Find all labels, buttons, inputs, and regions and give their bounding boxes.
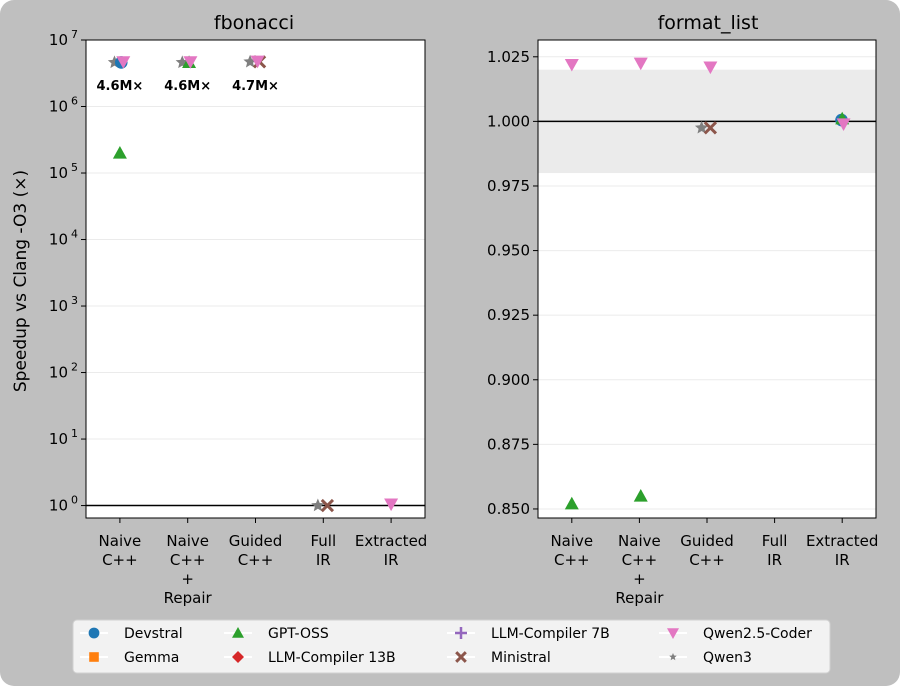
marker-qwen2-5-coder <box>183 56 198 69</box>
legend-marker-devstral <box>88 627 100 639</box>
legend-marker-qwen3 <box>669 653 677 661</box>
legend-marker-gpt-oss <box>232 627 244 638</box>
marker-qwen2-5-coder <box>633 57 648 71</box>
y-tick-exponent: 1 <box>71 427 78 440</box>
marker-qwen3 <box>694 120 709 134</box>
legend-label: LLM-Compiler 13B <box>268 650 396 666</box>
y-tick-exponent: 3 <box>71 294 78 307</box>
y-tick-label: 0.925 <box>487 306 530 324</box>
marker-qwen3 <box>311 498 325 512</box>
y-tick-label: 10 <box>49 31 68 49</box>
x-tick-label: Guided C++ <box>229 532 283 569</box>
y-tick-exponent: 2 <box>71 361 78 374</box>
marker-gpt-oss <box>112 145 127 159</box>
marker-qwen2-5-coder <box>116 56 131 69</box>
panel-title: fbonacci <box>214 12 294 34</box>
x-tick-label: Naive C++ <box>99 532 142 569</box>
y-tick-label: 0.975 <box>487 177 530 195</box>
y-tick-label: 10 <box>49 164 68 182</box>
x-tick-label: Naive C++ <box>550 532 593 569</box>
legend-label: GPT-OSS <box>268 626 329 642</box>
marker-qwen2-5-coder <box>836 118 851 131</box>
y-tick-label: 10 <box>49 297 68 315</box>
legend-label: LLM-Compiler 7B <box>491 626 610 642</box>
marker-qwen3 <box>243 54 257 68</box>
y-tick-exponent: 7 <box>71 28 78 41</box>
panel-title: format_list <box>658 12 759 34</box>
marker-qwen2-5-coder <box>250 55 265 69</box>
legend-label: Gemma <box>124 650 179 666</box>
y-tick-label: 10 <box>49 497 68 515</box>
y-tick-label: 0.850 <box>487 500 530 518</box>
y-tick-label: 10 <box>49 231 68 249</box>
legend-marker-qwen2-5-coder <box>667 628 679 639</box>
y-tick-label: 10 <box>49 430 68 448</box>
y-tick-label: 10 <box>49 98 68 116</box>
x-tick-label: Full IR <box>762 532 788 569</box>
legend: Devstral GPT-OSS LLM-Compiler 7B Qwen2.5-Co… <box>72 619 831 674</box>
panel-format-list: format_list 0.850 0.875 0.900 0.925 0.950 0.9… <box>487 12 878 607</box>
y-tick-exponent: 5 <box>71 161 78 174</box>
axes-frame <box>537 39 877 519</box>
marker-ministral <box>320 498 335 513</box>
x-tick-label: Extracted IR <box>806 532 878 569</box>
y-tick-label: 1.025 <box>487 48 530 66</box>
value-annotation: 4.6M× <box>164 79 211 94</box>
x-tick-label: Extracted IR <box>355 532 427 569</box>
legend-label: Qwen2.5-Coder <box>703 626 812 642</box>
plot-area <box>86 40 425 518</box>
value-annotation: 4.6M× <box>96 79 143 94</box>
y-tick-label: 1.000 <box>487 112 530 130</box>
y-tick-label: 0.950 <box>487 242 530 260</box>
x-tick-label: Full IR <box>310 532 336 569</box>
x-tick-label: Guided C++ <box>680 532 734 569</box>
y-tick-exponent: 4 <box>71 228 78 241</box>
y-tick-label: 0.900 <box>487 371 530 389</box>
y-tick-exponent: 6 <box>71 95 78 108</box>
y-tick-label: 10 <box>49 364 68 382</box>
legend-label: Ministral <box>491 650 551 666</box>
legend-label: Devstral <box>124 626 183 642</box>
marker-qwen2-5-coder <box>564 58 579 72</box>
legend-marker-llm-compiler-13b <box>232 651 244 663</box>
legend-marker-gemma <box>89 652 99 662</box>
marker-gpt-oss <box>633 489 648 502</box>
marker-ministral <box>703 121 718 135</box>
x-tick-label: Naive C++ + Repair <box>615 532 664 607</box>
marker-qwen2-5-coder <box>703 61 718 75</box>
marker-gpt-oss <box>564 496 579 510</box>
y-axis-label: Speedup vs Clang -O3 (×) <box>11 170 31 392</box>
marker-qwen2-5-coder <box>384 498 399 512</box>
axes-frame <box>85 39 426 519</box>
legend-box <box>72 619 831 674</box>
x-tick-label: Naive C++ + Repair <box>164 532 213 607</box>
y-tick-exponent: 0 <box>71 494 78 507</box>
value-annotation: 4.7M× <box>232 79 279 94</box>
legend-label: Qwen3 <box>703 650 752 666</box>
legend-marker-ministral <box>455 651 467 663</box>
legend-marker-llm-compiler-7b <box>455 627 467 639</box>
y-tick-label: 0.875 <box>487 435 530 453</box>
